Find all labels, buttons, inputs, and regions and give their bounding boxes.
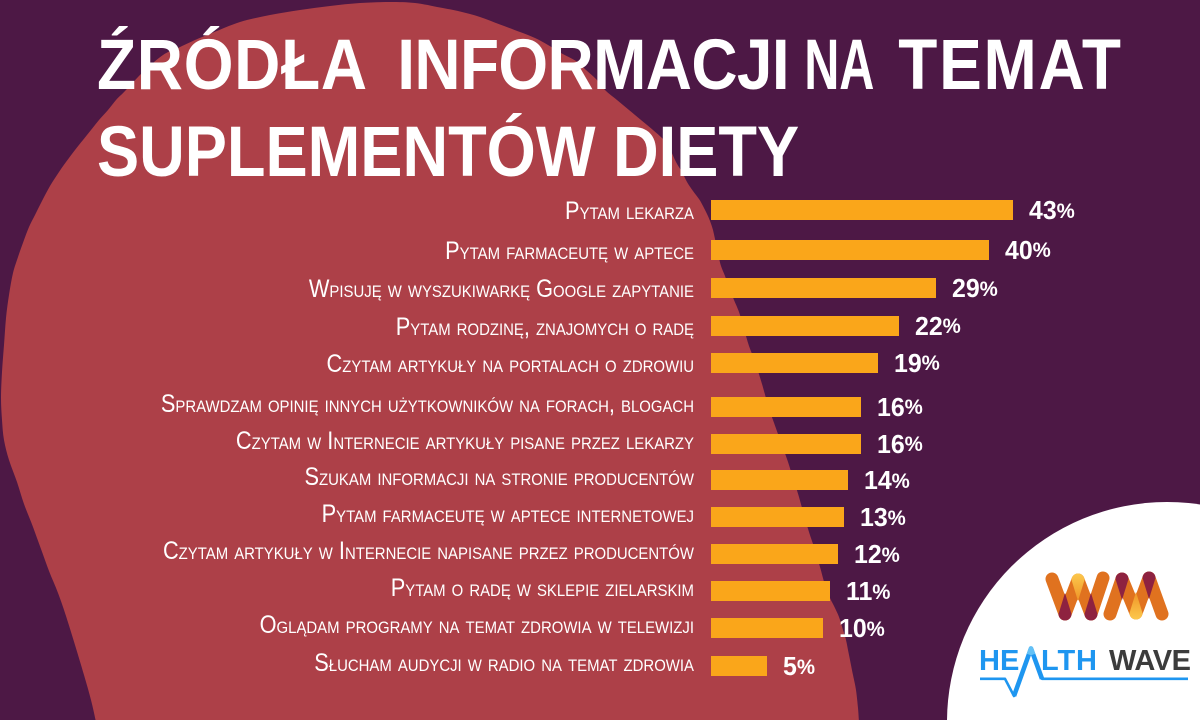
svg-text:LTH: LTH: [1041, 645, 1097, 677]
svg-text:HE: HE: [979, 645, 1019, 677]
svg-text:WAVE: WAVE: [1109, 645, 1191, 677]
